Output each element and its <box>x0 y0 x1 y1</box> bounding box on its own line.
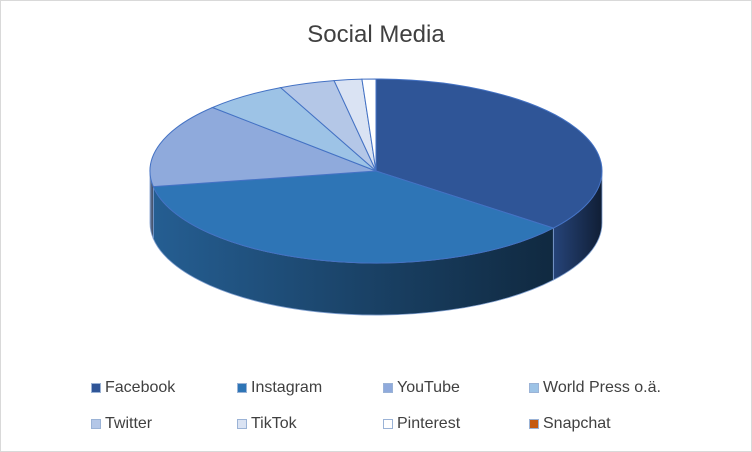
pie-top <box>149 78 603 264</box>
pie-slice-youtube <box>149 106 377 188</box>
legend-label: Pinterest <box>397 415 461 432</box>
legend-item: YouTube <box>383 377 529 399</box>
legend-swatch <box>237 383 247 393</box>
legend-label: TikTok <box>251 415 297 432</box>
legend-swatch <box>383 419 393 429</box>
legend-item: Facebook <box>91 377 237 399</box>
legend: Facebook Instagram YouTube World Press o.ä.… <box>91 377 731 435</box>
pie-slice-instagram <box>152 170 555 264</box>
legend-swatch <box>383 383 393 393</box>
pie-slice-pinterest <box>361 78 377 172</box>
legend-item: TikTok <box>237 413 383 435</box>
legend-item: Instagram <box>237 377 383 399</box>
legend-label: YouTube <box>397 379 460 396</box>
legend-label: Facebook <box>105 379 176 396</box>
legend-label: Instagram <box>251 379 323 396</box>
legend-label: Snapchat <box>543 415 611 432</box>
legend-swatch <box>529 419 539 429</box>
legend-item: Snapchat <box>529 413 689 435</box>
legend-swatch <box>237 419 247 429</box>
legend-item: Twitter <box>91 413 237 435</box>
legend-label: Twitter <box>105 415 153 432</box>
pie-slice-facebook <box>375 78 603 229</box>
legend-item: Pinterest <box>383 413 529 435</box>
legend-swatch <box>529 383 539 393</box>
legend-label: World Press o.ä. <box>543 379 661 396</box>
legend-item: World Press o.ä. <box>529 377 689 399</box>
chart-title: Social Media <box>307 21 445 48</box>
legend-swatch <box>91 419 101 429</box>
legend-swatch <box>91 383 101 393</box>
